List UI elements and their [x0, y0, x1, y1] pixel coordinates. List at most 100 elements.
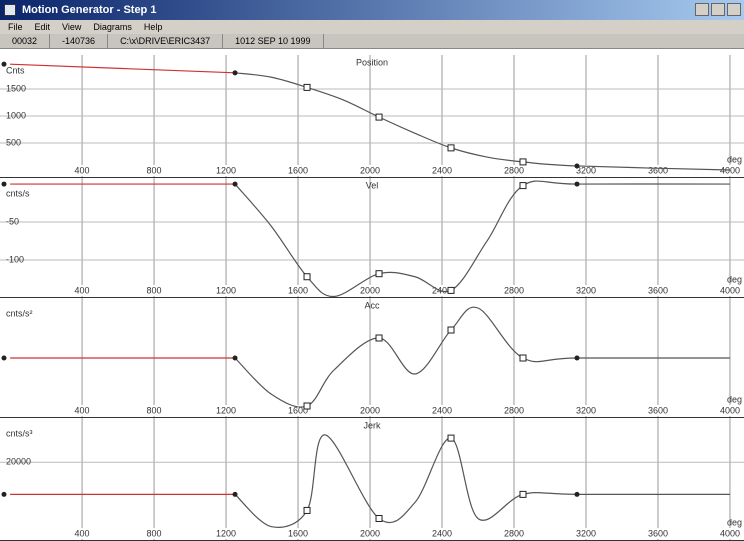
tick-label-bg	[68, 405, 97, 416]
x-tick-label: 800	[147, 405, 162, 415]
plots: 500 1000 1500 Cnts Position 400 800 1200 1600 200…	[0, 55, 744, 541]
tick-label-bg	[571, 285, 600, 296]
knot-square	[519, 490, 527, 498]
tick-label-bg	[356, 405, 385, 416]
x-axis-unit: deg	[727, 517, 742, 527]
x-tick-label: 2000	[360, 285, 380, 295]
tick-label-bg	[284, 165, 313, 176]
x-tick-label: 1600	[288, 528, 308, 538]
knot-dot	[232, 491, 238, 497]
x-tick-label: 1600	[288, 285, 308, 295]
knot-dot	[574, 491, 580, 497]
x-tick-label: 800	[147, 285, 162, 295]
tick-label-bg	[428, 165, 457, 176]
x-tick-label: 400	[75, 165, 90, 175]
x-tick-label: 2000	[360, 165, 380, 175]
y-axis-label: cnts/s²	[6, 308, 33, 318]
x-tick-label: 2800	[504, 405, 524, 415]
x-tick-label: 1200	[216, 528, 236, 538]
tick-label-bg	[212, 165, 241, 176]
x-tick-label: 3600	[648, 285, 668, 295]
knot-square	[519, 182, 527, 190]
knot-dot	[574, 163, 580, 169]
y-tick-label: 1500	[6, 83, 26, 93]
title-bar: Motion Generator - Step 1	[0, 0, 744, 20]
tick-label-bg	[715, 285, 744, 296]
menu-item[interactable]: View	[62, 22, 82, 32]
tick-label-bg	[212, 528, 241, 539]
start-marker	[1, 61, 7, 67]
menu-bar: File Edit View Diagrams Help	[0, 20, 744, 34]
start-marker	[1, 491, 7, 497]
x-tick-label: 2400	[432, 285, 452, 295]
menu-item[interactable]: File	[8, 22, 23, 32]
y-tick-label: 20000	[6, 457, 31, 467]
tick-label-bg	[643, 528, 672, 539]
tick-label-bg	[715, 165, 744, 176]
tick-label-bg	[68, 165, 97, 176]
knot-dot	[232, 70, 238, 76]
tick-label-bg	[499, 165, 528, 176]
panel-title: Jerk	[363, 420, 381, 430]
knot-square	[447, 434, 455, 442]
x-tick-label: 4000	[720, 285, 740, 295]
x-tick-label: 2400	[432, 528, 452, 538]
start-marker	[1, 181, 7, 187]
tick-label-bg	[68, 285, 97, 296]
tick-label-bg	[284, 285, 313, 296]
x-tick-label: 800	[147, 165, 162, 175]
x-tick-label: 2000	[360, 528, 380, 538]
minimize-button[interactable]	[695, 3, 709, 16]
status-bar: 00032 -140736 C:\x\DRIVE\ERIC3437 1012 SEP …	[0, 34, 744, 49]
tick-label-bg	[356, 285, 385, 296]
panel-title: Vel	[366, 180, 379, 190]
menu-item[interactable]: Diagrams	[93, 22, 132, 32]
motion-curve	[234, 180, 730, 298]
knot-square	[303, 83, 311, 91]
x-tick-label: 3600	[648, 528, 668, 538]
y-tick-label: -100	[6, 254, 24, 264]
motion-curve	[234, 72, 730, 171]
tick-label-bg	[428, 285, 457, 296]
x-tick-label: 3200	[576, 285, 596, 295]
x-tick-label: 3200	[576, 165, 596, 175]
plot-background	[0, 418, 744, 541]
x-tick-label: 2800	[504, 165, 524, 175]
x-axis-unit: deg	[727, 154, 742, 164]
y-axis-label: cnts/s	[6, 188, 30, 198]
plot-background	[0, 178, 744, 298]
window-title: Motion Generator - Step 1	[22, 4, 157, 16]
start-marker	[1, 355, 7, 361]
tick-label-bg	[140, 165, 169, 176]
knot-square	[519, 158, 527, 166]
close-button[interactable]	[727, 3, 741, 16]
menu-item[interactable]: Edit	[34, 22, 51, 32]
knot-square	[447, 286, 455, 294]
menu-item[interactable]: Help	[143, 22, 163, 32]
tick-label-bg	[140, 528, 169, 539]
knot-square	[303, 506, 311, 514]
knot-dot	[574, 355, 580, 361]
maximize-button[interactable]	[711, 3, 725, 16]
app-icon	[4, 4, 16, 16]
x-tick-label: 800	[147, 528, 162, 538]
panel-title: Acc	[364, 300, 380, 310]
knot-dot	[232, 181, 238, 187]
tick-label-bg	[428, 405, 457, 416]
tick-label-bg	[499, 285, 528, 296]
x-tick-label: 2400	[432, 405, 452, 415]
x-tick-label: 1600	[288, 405, 308, 415]
x-axis-unit: deg	[727, 274, 742, 284]
y-tick-label: -50	[6, 216, 19, 226]
start-segment	[10, 63, 236, 74]
tick-label-bg	[715, 405, 744, 416]
knot-square	[375, 514, 383, 522]
x-tick-label: 2000	[360, 405, 380, 415]
knot-dot	[232, 355, 238, 361]
tick-label-bg	[212, 285, 241, 296]
tick-label-bg	[212, 405, 241, 416]
status-field: -140736	[50, 34, 109, 48]
tick-label-bg	[571, 528, 600, 539]
tick-label-bg	[571, 165, 600, 176]
